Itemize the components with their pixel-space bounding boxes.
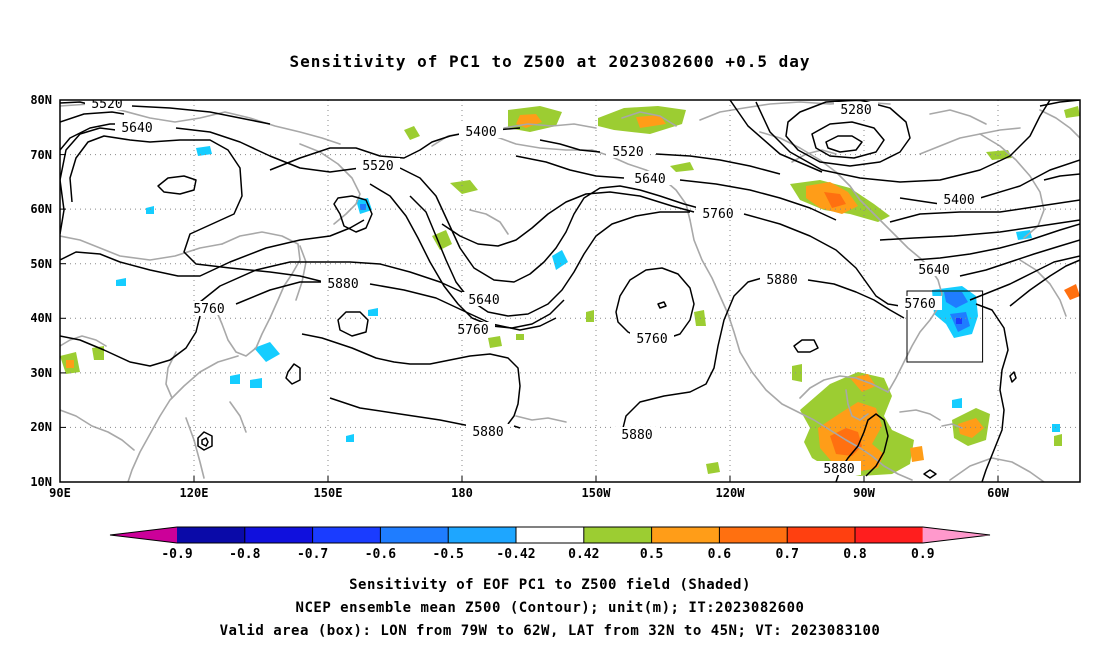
lat-label: 70N — [30, 148, 52, 162]
contour-label: 5760 — [636, 332, 667, 347]
colorbar-segment — [583, 527, 652, 543]
colorbar-segment — [244, 527, 313, 543]
colorbar-label: -0.42 — [496, 547, 535, 562]
contour-label: 5880 — [823, 462, 854, 477]
colorbar-label: -0.6 — [365, 547, 396, 562]
contour-label: 5280 — [840, 103, 871, 118]
colorbar-label: -0.5 — [433, 547, 464, 562]
colorbar-label: 0.8 — [843, 547, 867, 562]
contour-label: 5400 — [943, 193, 974, 208]
coastlines — [60, 101, 1080, 482]
z500-contours — [60, 100, 1080, 482]
lon-label: 120W — [716, 486, 746, 500]
contour-label: 5520 — [91, 97, 122, 112]
colorbar-segment — [448, 527, 516, 543]
contour-label: 5520 — [612, 145, 643, 160]
contour-label: 5400 — [465, 125, 496, 140]
contour-label: 5880 — [621, 428, 652, 443]
colorbar-segment — [177, 527, 245, 543]
colorbar-label: 0.5 — [640, 547, 663, 562]
colorbar-label: 0.42 — [568, 547, 599, 562]
contour-labels: 5520 5640 5400 5280 5520 5520 5640 5760 … — [85, 97, 981, 477]
map-panel: 5520 5640 5400 5280 5520 5520 5640 5760 … — [60, 97, 1080, 482]
valid-area-box — [906, 290, 984, 363]
colorbar-segment — [922, 527, 990, 543]
lat-label: 10N — [30, 475, 52, 489]
graticule — [60, 100, 1080, 482]
lon-label: 90W — [853, 486, 875, 500]
lat-label: 50N — [30, 257, 52, 271]
colorbar-label: 0.9 — [911, 547, 934, 562]
footer-line-3: Valid area (box): LON from 79W to 62W, L… — [220, 623, 881, 639]
shading-negative — [116, 146, 1060, 442]
figure-title: Sensitivity of PC1 to Z500 at 2023082600… — [289, 52, 810, 71]
colorbar-segment — [312, 527, 381, 543]
colorbar-label: -0.7 — [297, 547, 328, 562]
colorbar-segment — [719, 527, 788, 543]
lon-label: 90E — [49, 486, 71, 500]
colorbar-segment — [110, 527, 177, 543]
colorbar-outline — [109, 526, 991, 544]
contour-label: 5880 — [766, 273, 797, 288]
contour-label: 5640 — [918, 263, 949, 278]
lat-label: 80N — [30, 93, 52, 107]
colorbar-label: -0.8 — [229, 547, 260, 562]
contour-label: 5640 — [634, 172, 665, 187]
longitude-labels: 90E 120E 150E 180 150W 120W 90W 60W — [49, 486, 1009, 500]
contour-label: 5880 — [472, 425, 503, 440]
contour-label: 5760 — [702, 207, 733, 222]
lon-label: 60W — [987, 486, 1009, 500]
lon-label: 180 — [451, 486, 473, 500]
contour-label: 5760 — [457, 323, 488, 338]
map-frame — [59, 99, 1081, 483]
footer-line-1: Sensitivity of EOF PC1 to Z500 field (Sh… — [349, 577, 751, 593]
colorbar-label: 0.6 — [708, 547, 732, 562]
contour-label: 5640 — [121, 121, 152, 136]
colorbar-segment — [855, 527, 923, 543]
tick-marks — [60, 99, 999, 482]
colorbar-segment — [651, 527, 720, 543]
contour-label: 5760 — [904, 297, 935, 312]
lat-label: 20N — [30, 420, 52, 434]
lat-label: 30N — [30, 366, 52, 380]
lon-label: 150E — [314, 486, 343, 500]
colorbar: -0.9 -0.8 -0.7 -0.6 -0.5 -0.42 0.42 0.5 … — [109, 526, 991, 562]
contour-label: 5640 — [468, 293, 499, 308]
contour-label: 5520 — [362, 159, 393, 174]
colorbar-segment — [516, 527, 584, 543]
colorbar-segment — [380, 527, 449, 543]
footer-line-2: NCEP ensemble mean Z500 (Contour); unit(… — [296, 600, 805, 616]
lon-label: 120E — [180, 486, 209, 500]
lon-label: 150W — [582, 486, 612, 500]
contour-label: 5880 — [327, 277, 358, 292]
lat-label: 40N — [30, 311, 52, 325]
lat-label: 60N — [30, 202, 52, 216]
colorbar-label: -0.9 — [161, 547, 192, 562]
colorbar-segment — [787, 527, 855, 543]
latitude-labels: 80N 70N 60N 50N 40N 30N 20N 10N — [30, 93, 52, 489]
colorbar-label: 0.7 — [775, 547, 798, 562]
contour-label: 5760 — [193, 302, 224, 317]
